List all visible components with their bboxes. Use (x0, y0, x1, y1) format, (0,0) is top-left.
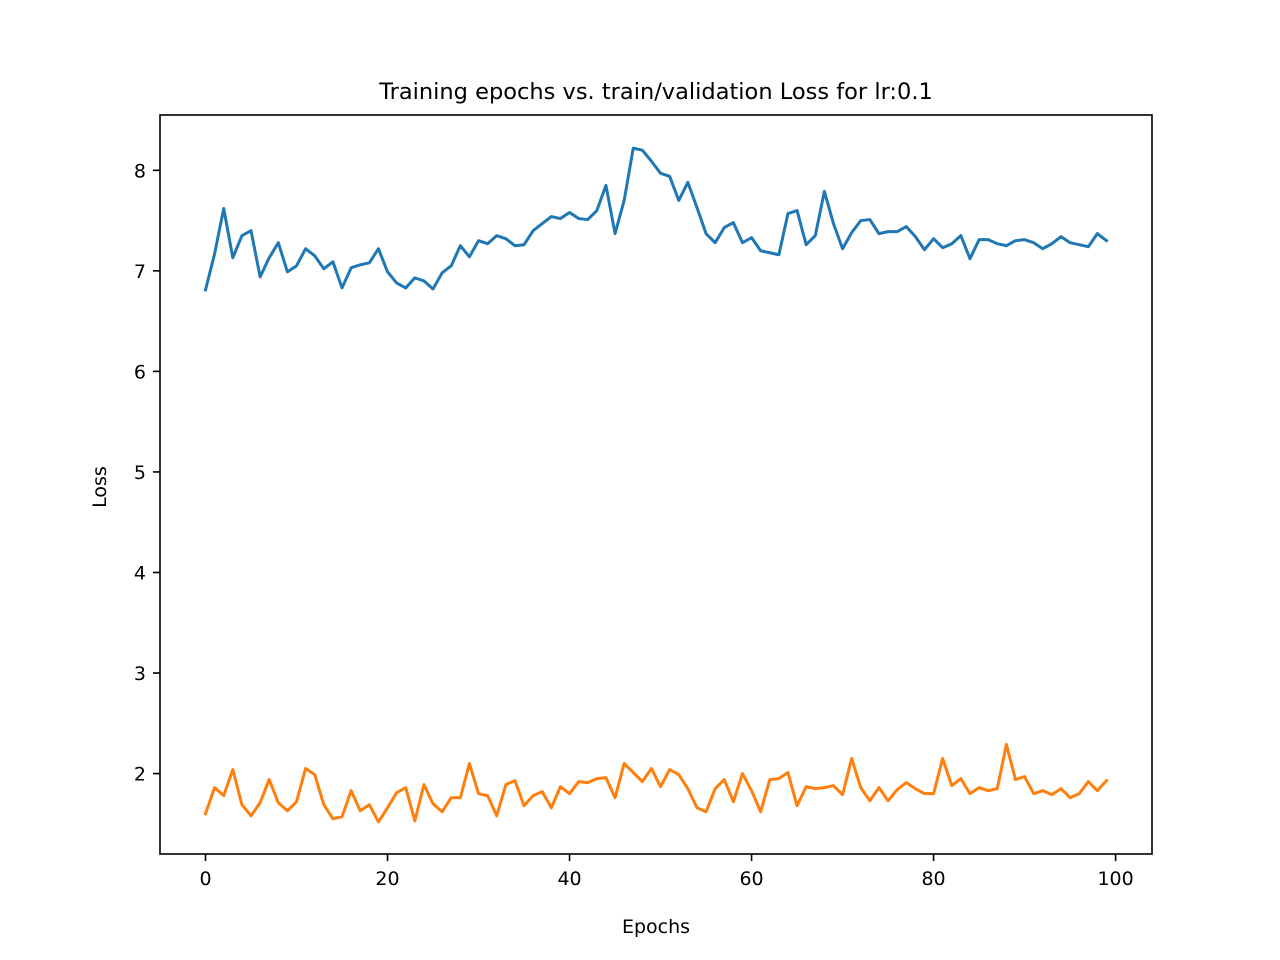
x-tick-label: 0 (199, 868, 211, 890)
x-tick-label: 60 (739, 868, 763, 890)
y-tick-label: 3 (134, 663, 146, 685)
y-axis: 2 3 4 5 6 7 8 (134, 160, 160, 786)
chart-title: Training epochs vs. train/validation Los… (378, 79, 933, 105)
x-axis: 0 20 40 60 80 100 (199, 854, 1134, 890)
y-tick-label: 2 (134, 764, 146, 786)
y-axis-label: Loss (89, 466, 111, 508)
y-tick-label: 8 (134, 160, 146, 182)
x-tick-label: 80 (921, 868, 945, 890)
x-tick-label: 40 (557, 868, 581, 890)
y-tick-label: 6 (134, 361, 146, 383)
plot-area-frame (159, 114, 1153, 855)
series-layer (203, 146, 1109, 824)
x-axis-label: Epochs (622, 916, 690, 938)
y-tick-label: 5 (134, 462, 146, 484)
y-tick-label: 7 (134, 261, 146, 283)
x-tick-label: 100 (1097, 868, 1133, 890)
x-tick-label: 20 (375, 868, 399, 890)
series-line-2 (203, 742, 1109, 824)
series-line-1 (203, 146, 1109, 292)
y-tick-label: 4 (134, 562, 146, 584)
